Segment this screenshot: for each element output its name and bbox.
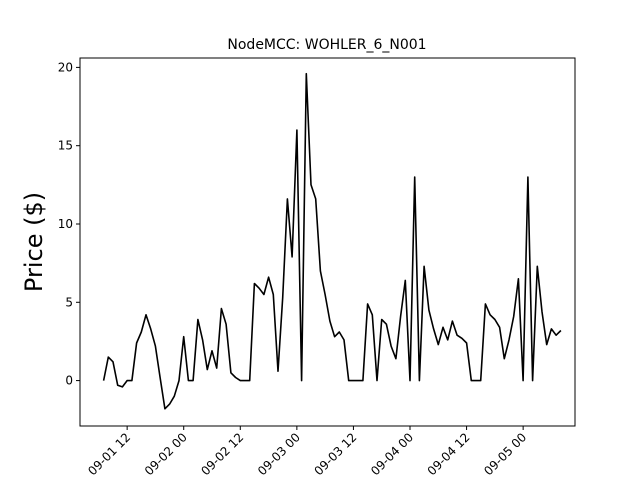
x-tick-label: 09-02 12 — [198, 430, 246, 478]
x-tick-label: 09-05 00 — [481, 430, 529, 478]
plot-frame — [79, 57, 576, 427]
chart-title: NodeMCC: WOHLER_6_N001 — [227, 37, 426, 53]
x-tick-label: 09-03 00 — [255, 430, 303, 478]
x-tick-label: 09-04 00 — [368, 430, 416, 478]
y-tick-label: 5 — [65, 295, 73, 309]
y-tick-label: 0 — [65, 374, 73, 388]
y-axis-label: Price ($) — [20, 192, 48, 292]
x-tick-label: 09-03 12 — [311, 430, 359, 478]
price-line — [102, 72, 562, 410]
y-tick-label: 15 — [58, 139, 73, 153]
x-tick-label: 09-04 12 — [425, 430, 473, 478]
x-tick-label: 09-01 12 — [85, 430, 133, 478]
y-tick-label: 20 — [58, 60, 73, 74]
x-tick-label: 09-02 00 — [142, 430, 190, 478]
y-tick-label: 10 — [58, 217, 73, 231]
